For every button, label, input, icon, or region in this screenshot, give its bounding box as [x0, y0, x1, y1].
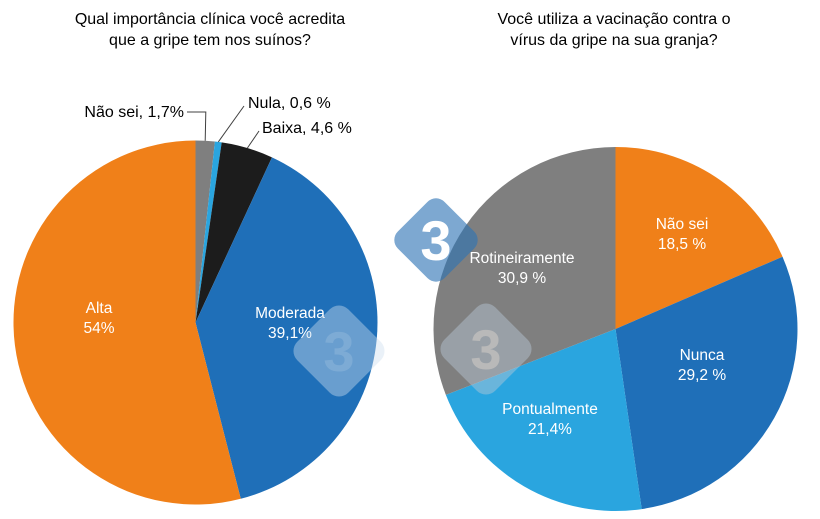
svg-text:21,4%: 21,4% — [528, 421, 572, 438]
svg-text:54%: 54% — [83, 320, 114, 337]
svg-text:Não sei, 1,7%: Não sei, 1,7% — [84, 104, 184, 121]
svg-text:Rotineiramente: Rotineiramente — [469, 250, 574, 267]
svg-text:Pontualmente: Pontualmente — [502, 401, 598, 418]
svg-text:29,2 %: 29,2 % — [678, 367, 726, 384]
svg-text:39,1%: 39,1% — [268, 325, 312, 342]
svg-text:Alta: Alta — [86, 300, 113, 317]
svg-text:Baixa, 4,6 %: Baixa, 4,6 % — [262, 120, 352, 137]
svg-text:Moderada: Moderada — [255, 305, 325, 322]
svg-text:que a gripe tem nos suínos?: que a gripe tem nos suínos? — [109, 32, 311, 49]
svg-text:3: 3 — [470, 318, 501, 381]
svg-text:30,9 %: 30,9 % — [498, 270, 546, 287]
svg-text:Não sei: Não sei — [656, 216, 709, 233]
svg-text:Você utiliza a vacinação contr: Você utiliza a vacinação contra o — [497, 11, 730, 28]
svg-text:Nunca: Nunca — [680, 347, 725, 364]
svg-text:18,5 %: 18,5 % — [658, 236, 706, 253]
svg-text:Nula, 0,6 %: Nula, 0,6 % — [248, 95, 331, 112]
svg-text:vírus da gripe na sua granja?: vírus da gripe na sua granja? — [510, 32, 717, 49]
svg-text:Qual importância clínica você: Qual importância clínica você acredita — [75, 11, 345, 28]
svg-text:3: 3 — [420, 209, 451, 272]
svg-text:3: 3 — [323, 320, 354, 383]
